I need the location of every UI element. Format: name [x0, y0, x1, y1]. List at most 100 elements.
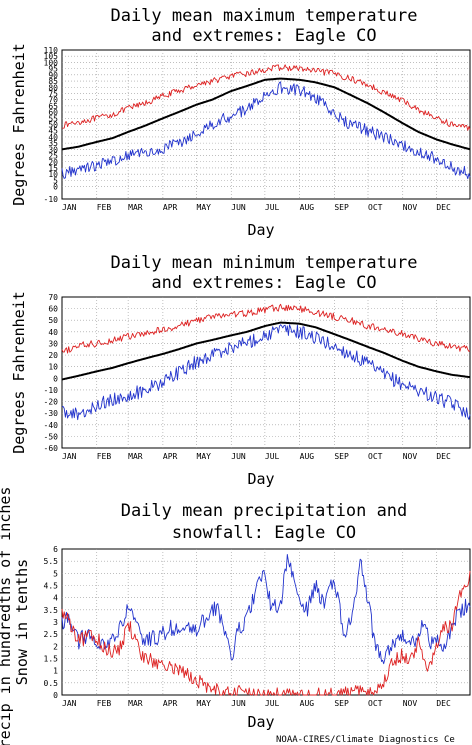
- y-tick-label: 10: [48, 363, 58, 372]
- x-tick-label: SEP: [334, 452, 349, 461]
- x-tick-label: AUG: [300, 452, 315, 461]
- y-tick-label: 4.5: [44, 582, 59, 591]
- x-tick-label: APR: [163, 452, 178, 461]
- chart-title-line: and extremes: Eagle CO: [151, 273, 376, 293]
- y-tick-label: 1.5: [44, 655, 59, 664]
- series-line-mean: [61, 77, 471, 151]
- y-tick-label: -60: [44, 444, 59, 453]
- y-tick-label: 65: [48, 102, 58, 111]
- y-tick-label: 5.5: [44, 557, 59, 566]
- y-tick-label: -10: [44, 386, 59, 395]
- x-axis-label: Day: [247, 713, 274, 731]
- source-credit: NOAA-CIRES/Climate Diagnostics Ce: [276, 735, 455, 745]
- x-tick-label: JAN: [62, 203, 77, 212]
- x-tick-label: JAN: [62, 699, 77, 708]
- y-tick-label: 0: [53, 183, 58, 192]
- series-line-extreme_high: [61, 303, 471, 354]
- x-tick-label: OCT: [368, 452, 383, 461]
- y-tick-label: 60: [48, 305, 58, 314]
- x-tick-label: MAR: [128, 699, 143, 708]
- x-tick-label: MAR: [128, 203, 143, 212]
- x-tick-label: JUN: [231, 699, 246, 708]
- y-tick-label: 95: [48, 65, 58, 74]
- x-tick-label: OCT: [368, 203, 383, 212]
- y-tick-label: 110: [44, 46, 59, 55]
- y-tick-label: 75: [48, 89, 58, 98]
- y-tick-label: 15: [48, 164, 58, 173]
- x-tick-label: DEC: [436, 452, 451, 461]
- x-tick-label: FEB: [97, 699, 112, 708]
- y-tick-label: 3.5: [44, 606, 59, 615]
- y-tick-label: 5: [53, 569, 58, 578]
- series-line-extreme_low: [62, 324, 471, 421]
- x-axis-label: Day: [247, 470, 274, 488]
- x-tick-label: APR: [163, 699, 178, 708]
- y-tick-label: -20: [44, 398, 59, 407]
- x-axis-label: Day: [247, 221, 274, 239]
- y-tick-label: 25: [48, 152, 58, 161]
- plot-frame: [61, 296, 471, 449]
- y-tick-label: 0: [53, 374, 58, 383]
- y-tick-label: 6: [53, 545, 58, 554]
- chart-title-line: and extremes: Eagle CO: [151, 26, 376, 46]
- x-tick-label: MAY: [197, 203, 212, 212]
- y-tick-label: 0.5: [44, 679, 59, 688]
- y-tick-label: 30: [48, 145, 58, 154]
- x-tick-label: FEB: [97, 203, 112, 212]
- chart-title-line: Daily mean minimum temperature: [110, 253, 417, 273]
- y-tick-label: 0: [53, 691, 58, 700]
- y-tick-label: 2.5: [44, 630, 59, 639]
- series-line-mean: [61, 321, 471, 381]
- y-tick-label: 105: [44, 52, 59, 61]
- y-tick-label: 55: [48, 114, 58, 123]
- series-line-extreme_low: [61, 81, 471, 180]
- x-tick-label: MAY: [197, 699, 212, 708]
- x-tick-label: APR: [163, 203, 178, 212]
- y-tick-label: 30: [48, 339, 58, 348]
- y-tick-label: 3: [53, 618, 58, 627]
- series-line-extreme_high: [62, 64, 471, 131]
- x-tick-label: AUG: [300, 203, 315, 212]
- x-tick-label: OCT: [368, 699, 383, 708]
- y-tick-label: 80: [48, 83, 58, 92]
- y-tick-label: 100: [44, 58, 59, 67]
- x-tick-label: NOV: [403, 452, 418, 461]
- chart-title-line: snowfall: Eagle CO: [172, 523, 356, 543]
- y-tick-label: 4: [53, 594, 58, 603]
- y-tick-label: -30: [44, 409, 59, 418]
- y-tick-label: 20: [48, 351, 58, 360]
- chart-title-line: Daily mean precipitation and: [121, 501, 408, 521]
- x-tick-label: JUL: [265, 203, 280, 212]
- y-tick-label: 10: [48, 170, 58, 179]
- x-tick-label: JUN: [231, 203, 246, 212]
- x-tick-label: NOV: [403, 699, 418, 708]
- y-tick-label: 40: [48, 328, 58, 337]
- y-tick-label: 70: [48, 96, 58, 105]
- y-tick-label: 70: [48, 293, 58, 302]
- y-tick-label: -10: [44, 195, 59, 204]
- series-line-snow: [61, 570, 471, 696]
- x-tick-label: DEC: [436, 699, 451, 708]
- x-tick-label: FEB: [97, 452, 112, 461]
- series-line-precip: [61, 554, 471, 665]
- x-tick-label: MAY: [197, 452, 212, 461]
- x-tick-label: JUL: [265, 699, 280, 708]
- y-tick-label: 1: [53, 667, 58, 676]
- y-axis-label: Degrees Fahrenheit: [10, 291, 28, 454]
- y-tick-label: 60: [48, 108, 58, 117]
- y-tick-label: 50: [48, 316, 58, 325]
- x-tick-label: SEP: [334, 203, 349, 212]
- x-tick-label: MAR: [128, 452, 143, 461]
- y-tick-label: -40: [44, 421, 59, 430]
- x-tick-label: JUL: [265, 452, 280, 461]
- x-tick-label: SEP: [334, 699, 349, 708]
- chart-title-line: Daily mean maximum temperature: [110, 6, 417, 26]
- y-tick-label: 40: [48, 133, 58, 142]
- x-tick-label: JAN: [62, 452, 77, 461]
- y-tick-label: 2: [53, 642, 58, 651]
- x-tick-label: JUN: [231, 452, 246, 461]
